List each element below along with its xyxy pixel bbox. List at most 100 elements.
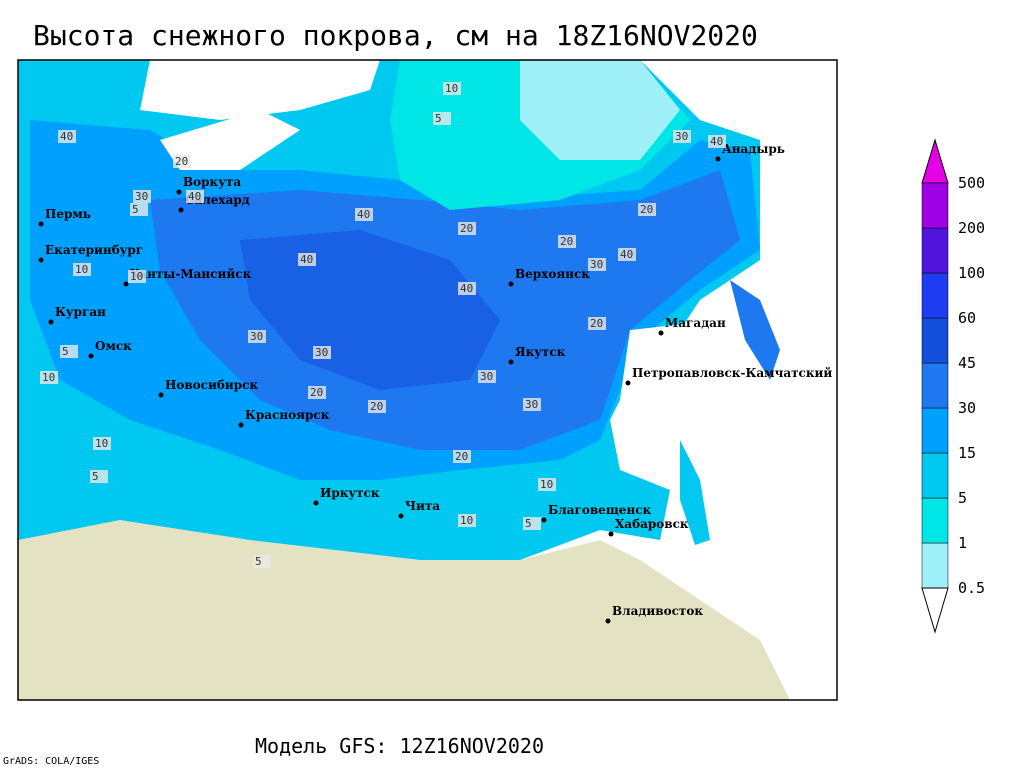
contour-label: 40	[60, 130, 73, 143]
colorbar-label: 500	[958, 174, 985, 192]
contour-label-bg	[433, 112, 451, 125]
map	[17, 59, 838, 701]
contour-label-bg	[133, 190, 151, 203]
contour-label: 30	[675, 130, 688, 143]
city-dot	[176, 189, 182, 195]
city-dot	[398, 513, 404, 519]
contour-label-bg	[443, 82, 461, 95]
contour-label: 10	[75, 263, 88, 276]
city-label: Новосибирск	[165, 378, 258, 392]
contour-label: 30	[480, 370, 493, 383]
colorbar-segment	[921, 542, 949, 589]
contour-label: 10	[42, 371, 55, 384]
city-dot	[625, 380, 631, 386]
colorbar-segment	[921, 407, 949, 454]
contour-label-bg	[130, 203, 148, 216]
contour-label: 5	[435, 112, 442, 125]
colorbar-label: 45	[958, 354, 976, 372]
colorbar-segment	[921, 317, 949, 364]
city-dot	[158, 392, 164, 398]
colorbar-segment	[921, 497, 949, 544]
contour-label: 40	[710, 135, 723, 148]
city-label: Хабаровск	[615, 517, 689, 531]
contour-label-bg	[368, 400, 386, 413]
contour-label-bg	[588, 258, 606, 271]
contour-label: 20	[455, 450, 468, 463]
contour-label-bg	[186, 190, 204, 203]
model-label: Модель GFS: 12Z16NOV2020	[255, 734, 544, 758]
city-label: Воркута	[183, 175, 241, 189]
city-dot	[605, 618, 611, 624]
contour-label: 20	[590, 317, 603, 330]
city-label: Чита	[405, 499, 440, 513]
contour-label-bg	[538, 478, 556, 491]
colorbar-label: 60	[958, 309, 976, 327]
sakhalin	[680, 440, 710, 545]
city-label: Курган	[55, 305, 106, 319]
colorbar-label: 100	[958, 264, 985, 282]
contour-label: 20	[310, 386, 323, 399]
contour-label-bg	[173, 155, 191, 168]
colorbar-label: 30	[958, 399, 976, 417]
title: Высота снежного покрова, см на 18Z16NOV2…	[33, 19, 758, 52]
contour-label: 30	[315, 346, 328, 359]
city-label: Омск	[95, 339, 132, 353]
city-label: Ханты-Мансийск	[130, 267, 252, 281]
credit: GrADS: COLA/IGES	[3, 756, 99, 767]
city-label: Якутск	[515, 345, 566, 359]
sea	[160, 110, 300, 170]
contour-label: 20	[640, 203, 653, 216]
contour-label: 20	[370, 400, 383, 413]
colorbar-label: 5	[958, 489, 967, 507]
contour-label: 5	[525, 517, 532, 530]
contour-label: 10	[445, 82, 458, 95]
snow-0.5	[520, 60, 680, 160]
contour-label-bg	[558, 235, 576, 248]
contour-label-bg	[248, 330, 266, 343]
city-dot	[178, 207, 184, 213]
colorbar-cap	[921, 138, 949, 184]
contour-label-bg	[708, 135, 726, 148]
contour-label-bg	[313, 346, 331, 359]
city-label: Владивосток	[612, 604, 703, 618]
city-dot	[508, 359, 514, 365]
contour-label: 10	[95, 437, 108, 450]
contour-label-bg	[458, 282, 476, 295]
land-bare	[610, 560, 790, 700]
kamchatka	[730, 280, 780, 380]
city-dot	[238, 422, 244, 428]
contour-label-bg	[60, 345, 78, 358]
contour-label: 10	[130, 270, 143, 283]
contour-label-bg	[298, 253, 316, 266]
city-dot	[123, 281, 129, 287]
contour-label: 40	[460, 282, 473, 295]
colorbar-cap	[921, 587, 949, 634]
colorbar-label: 0.5	[958, 579, 985, 597]
contour-label-bg	[478, 370, 496, 383]
contour-label: 5	[62, 345, 69, 358]
city-label: Благовещенск	[548, 503, 652, 517]
contour-label: 5	[255, 555, 262, 568]
contour-label: 20	[460, 222, 473, 235]
colorbar-segment	[921, 272, 949, 319]
city-dot	[48, 319, 54, 325]
city-label: Петропавловск-Камчатский	[632, 366, 832, 380]
contour-label: 40	[357, 208, 370, 221]
city-dot	[88, 353, 94, 359]
city-dot	[658, 330, 664, 336]
city-dot	[38, 221, 44, 227]
contour-label-bg	[90, 470, 108, 483]
contour-label-bg	[93, 437, 111, 450]
colorbar-label: 15	[958, 444, 976, 462]
colorbar-segment	[921, 182, 949, 229]
contour-label-bg	[253, 555, 271, 568]
contour-label-bg	[73, 263, 91, 276]
city-label: Пермь	[45, 207, 91, 221]
contour-label-bg	[638, 203, 656, 216]
colorbar-segment	[921, 452, 949, 499]
city-dot	[541, 517, 547, 523]
contour-label: 30	[250, 330, 263, 343]
snow-45	[240, 230, 500, 390]
contour-label: 30	[525, 398, 538, 411]
